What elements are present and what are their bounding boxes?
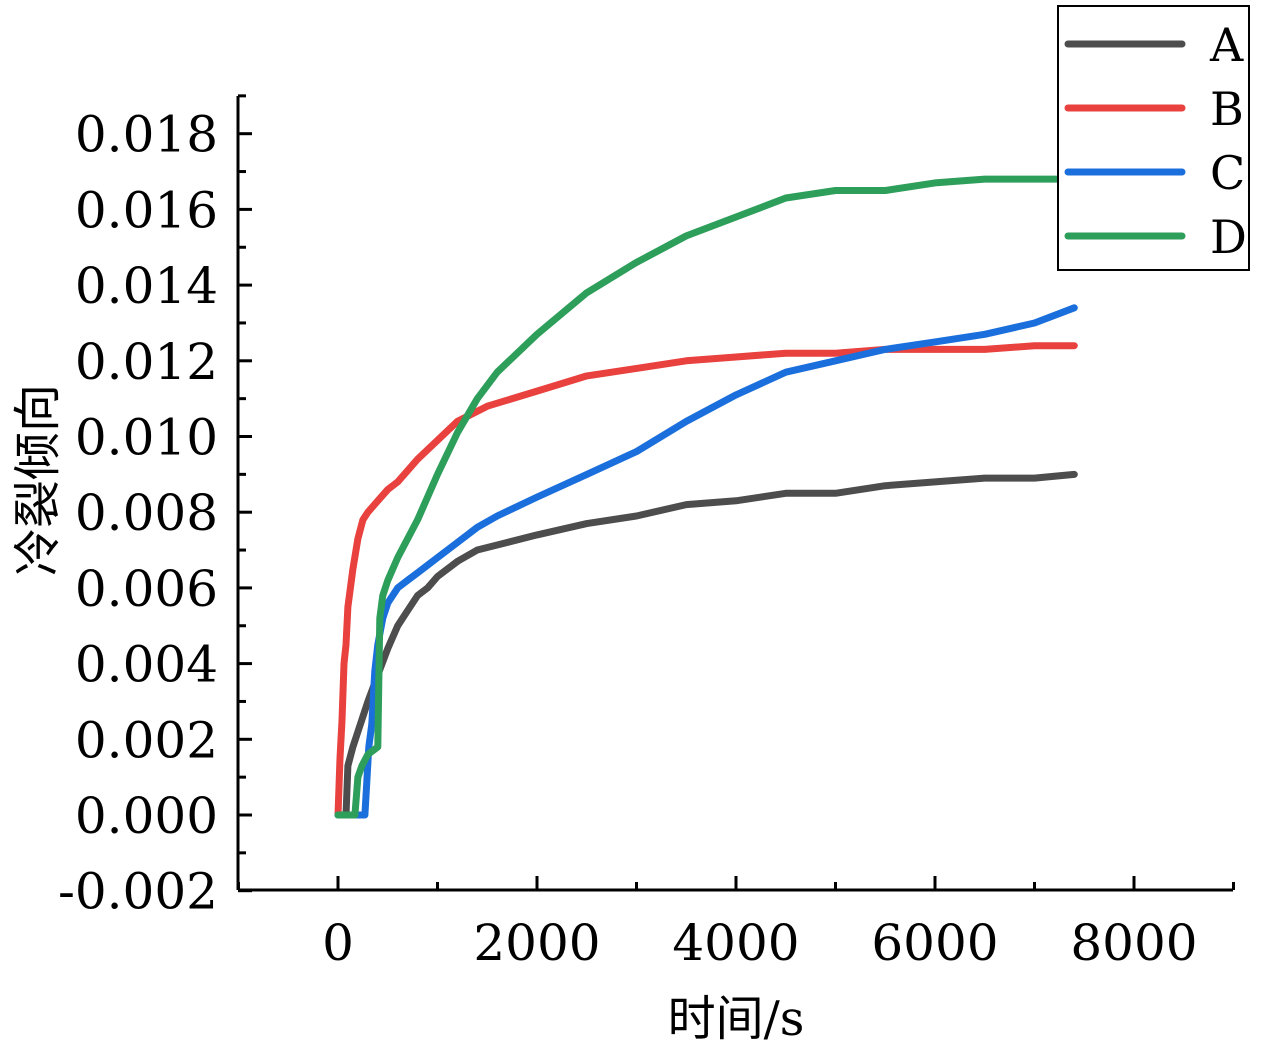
x-tick-label: 0 <box>322 914 354 972</box>
y-tick-label: 0.000 <box>75 787 218 845</box>
x-tick-label: 8000 <box>1070 914 1197 972</box>
y-tick-label: 0.004 <box>75 636 218 694</box>
plot-series-group <box>334 175 1078 819</box>
legend-label-D: D <box>1210 210 1247 264</box>
y-tick-label: 0.008 <box>75 484 218 542</box>
legend-box <box>1057 5 1250 271</box>
legend-label-A: A <box>1209 18 1244 72</box>
axes-group: 0 2000 4000 6000 8000 -0.002 0.000 0.002 0.004 0.… <box>58 94 1235 972</box>
y-tick-label: 0.016 <box>75 181 218 239</box>
legend-label-B: B <box>1210 82 1244 136</box>
series-line-C <box>334 304 1078 819</box>
y-tick-label: 0.014 <box>75 257 218 315</box>
y-axis-title: 冷裂倾向 <box>10 384 66 576</box>
legend-label-C: C <box>1210 146 1245 200</box>
y-tick-label: 0.012 <box>75 333 218 391</box>
x-tick-label: 4000 <box>672 914 799 972</box>
series-line-A <box>339 470 1078 819</box>
y-tick-label: 0.018 <box>75 106 218 164</box>
x-axis-title: 时间/s <box>668 991 805 1047</box>
series-line-D <box>334 175 1078 819</box>
y-tick-label: 0.010 <box>75 409 218 467</box>
y-tick-label: 0.006 <box>75 560 218 618</box>
x-tick-label: 2000 <box>473 914 600 972</box>
series-line-B <box>334 342 1078 819</box>
y-tick-label: -0.002 <box>58 863 218 921</box>
y-tick-label: 0.002 <box>75 711 218 769</box>
x-tick-label: 6000 <box>871 914 998 972</box>
